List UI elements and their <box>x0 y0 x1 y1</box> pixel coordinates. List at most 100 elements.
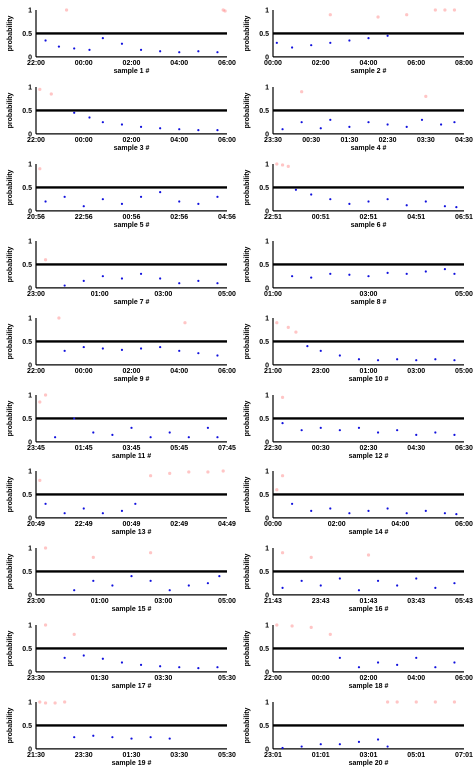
high-prob-point <box>149 551 153 555</box>
low-prob-point <box>348 39 351 42</box>
y-tick-label: 0 <box>28 362 32 369</box>
low-prob-point <box>88 116 91 119</box>
low-prob-point <box>120 202 124 205</box>
y-tick-label: 1 <box>28 700 32 707</box>
x-tick-label: 04:00 <box>391 521 409 528</box>
high-prob-point <box>38 700 42 704</box>
low-prob-point <box>120 348 124 351</box>
x-tick-label: 02:00 <box>123 137 141 144</box>
low-prob-point <box>367 510 370 513</box>
low-prob-point <box>63 284 66 287</box>
x-tick-label: 06:00 <box>218 137 236 144</box>
low-prob-point <box>73 589 76 592</box>
low-prob-point <box>73 111 76 114</box>
low-prob-point <box>134 503 137 506</box>
x-tick-label: 23:30 <box>75 752 93 759</box>
y-tick-label: 1 <box>28 623 32 630</box>
x-tick-label: 00:00 <box>75 60 93 67</box>
high-prob-point <box>443 8 447 12</box>
low-prob-point <box>281 421 284 424</box>
high-prob-point <box>275 320 279 324</box>
low-prob-point <box>348 273 351 276</box>
y-tick-label: 1 <box>28 315 32 322</box>
low-prob-point <box>197 279 200 282</box>
x-tick-label: 03:00 <box>154 291 172 298</box>
high-prob-point <box>433 8 437 12</box>
x-tick-label: 06:00 <box>218 367 236 374</box>
low-prob-point <box>101 120 104 124</box>
y-tick-label: 0.5 <box>22 492 32 499</box>
x-tick-label: 03:00 <box>154 598 172 605</box>
y-tick-label: 0.5 <box>259 185 269 192</box>
low-prob-point <box>101 37 104 40</box>
y-tick-label: 0.5 <box>22 108 32 115</box>
low-prob-point <box>310 276 313 279</box>
low-prob-point <box>310 510 313 513</box>
y-tick-label: 0 <box>265 670 269 677</box>
high-prob-point <box>183 320 187 324</box>
low-prob-point <box>415 358 418 361</box>
low-prob-point <box>178 51 181 54</box>
high-prob-point <box>149 474 153 478</box>
low-prob-point <box>139 125 143 128</box>
y-tick-label: 1 <box>265 700 269 707</box>
high-prob-point <box>43 546 48 550</box>
y-tick-label: 0 <box>265 54 269 61</box>
low-prob-point <box>178 666 181 669</box>
low-prob-point <box>300 428 303 431</box>
high-prob-point <box>433 700 437 704</box>
low-prob-point <box>294 188 298 191</box>
y-tick-label: 0 <box>265 208 269 215</box>
y-tick-label: 0 <box>265 746 269 753</box>
x-tick-label: 02:51 <box>360 214 378 221</box>
low-prob-point <box>319 743 322 746</box>
low-prob-point <box>44 503 47 506</box>
x-tick-label: 23:30 <box>264 137 282 144</box>
x-tick-label: 01:30 <box>91 675 109 682</box>
x-tick-label: 01:01 <box>312 752 330 759</box>
low-prob-point <box>82 507 85 511</box>
high-prob-point <box>43 257 48 262</box>
low-prob-point <box>357 589 361 592</box>
y-tick-label: 0.5 <box>22 415 32 422</box>
low-prob-point <box>396 357 399 360</box>
low-prob-point <box>92 580 95 583</box>
low-prob-point <box>386 123 389 126</box>
low-prob-point <box>82 279 85 282</box>
y-tick-label: 1 <box>265 84 269 91</box>
y-tick-label: 1 <box>265 161 269 168</box>
low-prob-point <box>434 666 437 669</box>
panel-svg: probability 0 0.5 1 20:49 22:49 00:49 02:49 04:4… <box>7 469 236 536</box>
low-prob-point <box>424 200 427 203</box>
x-tick-label: 00:00 <box>75 367 93 374</box>
low-prob-point <box>139 272 143 275</box>
low-prob-point <box>367 120 370 124</box>
x-tick-label: 07:45 <box>218 444 236 451</box>
low-prob-point <box>178 128 181 131</box>
x-tick-label: 23:00 <box>27 291 45 298</box>
high-prob-point <box>275 162 279 166</box>
low-prob-point <box>300 745 303 748</box>
panel-svg: probability 0 0.5 1 22:00 00:00 02:00 04:00 06:0… <box>7 315 236 382</box>
low-prob-point <box>434 587 437 590</box>
y-tick-label: 1 <box>28 8 32 15</box>
low-prob-point <box>376 358 380 361</box>
panel-svg: probability 0 0.5 1 21:43 23:43 01:43 03:43 05:4… <box>244 546 473 613</box>
chart-panel: probability 0 0.5 1 22:30 00:30 02:30 04:30 06:3… <box>237 385 474 462</box>
low-prob-point <box>197 202 200 205</box>
low-prob-point <box>159 665 162 668</box>
low-prob-point <box>329 197 332 201</box>
panel-caption: sample 7 # <box>114 299 150 306</box>
high-prob-point <box>187 470 191 474</box>
low-prob-point <box>216 51 219 54</box>
chart-panel: probability 0 0.5 1 20:49 22:49 00:49 02:49 04:4… <box>0 461 237 538</box>
y-tick-label: 1 <box>265 8 269 15</box>
low-prob-point <box>159 277 162 280</box>
high-prob-point <box>57 315 61 320</box>
low-prob-point <box>63 195 66 198</box>
y-axis-label: probability <box>244 708 251 744</box>
x-tick-label: 03:45 <box>123 444 141 451</box>
y-tick-label: 0.5 <box>259 646 269 653</box>
x-tick-label: 05:45 <box>170 444 188 451</box>
high-prob-point <box>53 701 57 705</box>
